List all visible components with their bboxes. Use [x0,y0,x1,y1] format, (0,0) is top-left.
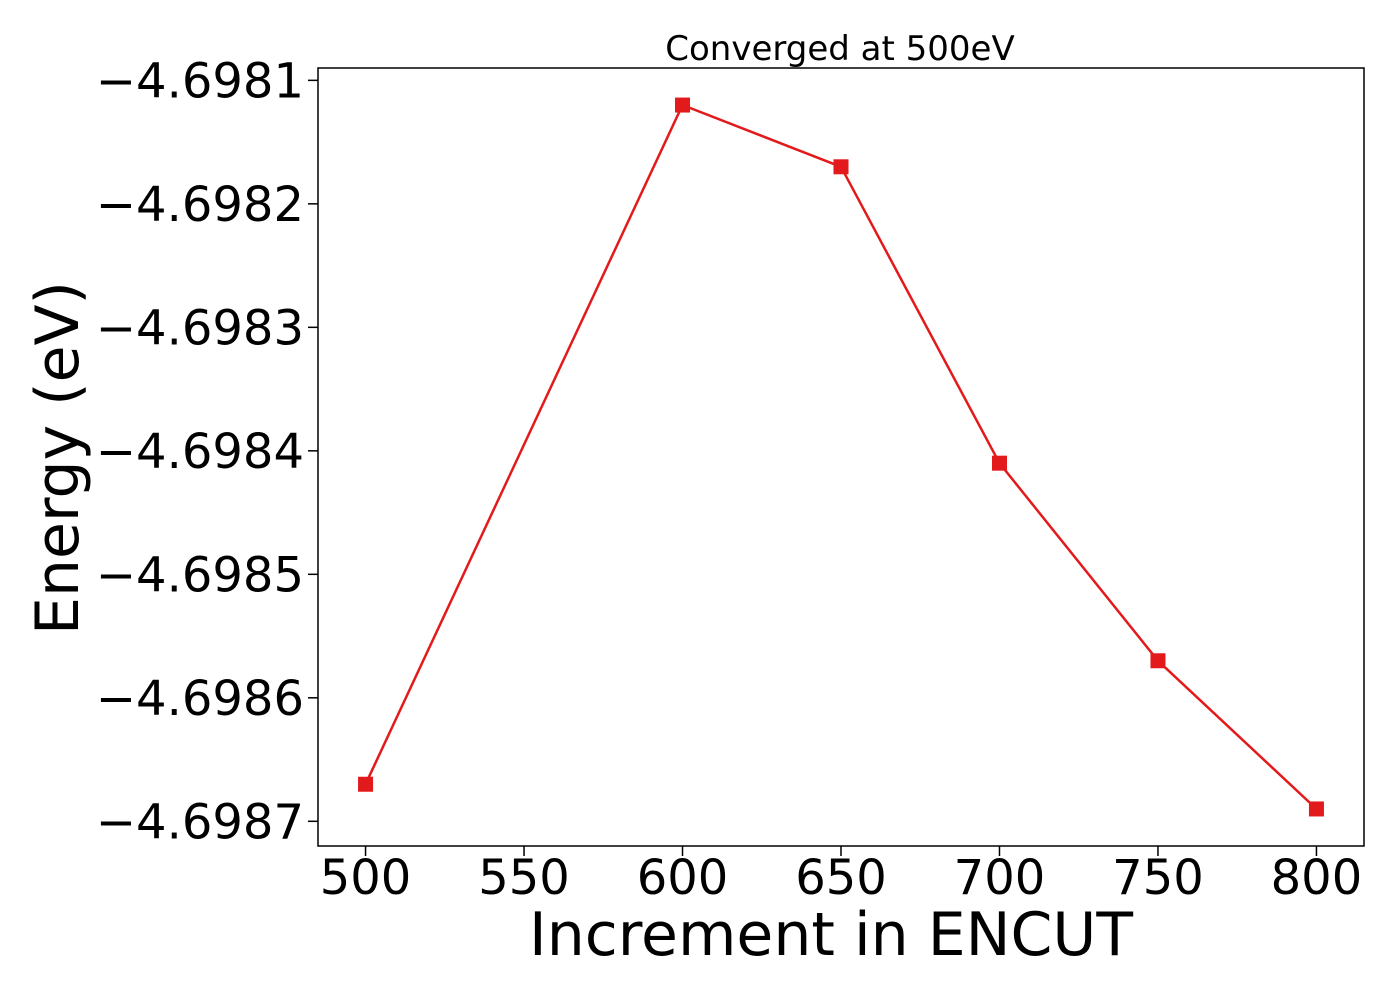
y-tick-label: −4.6983 [96,300,304,356]
x-axis: 500 550 600 650 700 750 800 [320,846,1363,906]
x-tick-label: 600 [637,850,729,906]
y-tick-label: −4.6985 [96,547,304,603]
y-axis: −4.6981 −4.6982 −4.6983 −4.6984 −4.6985 −4.69… [96,53,318,850]
data-point [358,776,374,792]
chart-title: Converged at 500eV [665,29,1014,69]
x-axis-label: Increment in ENCUT [529,900,1133,970]
y-axis-label: Energy (eV) [23,281,93,635]
data-point [1308,801,1324,817]
data-point [991,455,1007,471]
data-point [1150,653,1166,669]
series-layer [358,97,1324,817]
data-point [833,159,849,175]
y-tick-label: −4.6982 [96,177,304,233]
x-tick-label: 550 [478,850,570,906]
y-tick-label: −4.6986 [96,671,304,727]
x-tick-label: 500 [320,850,412,906]
x-tick-label: 800 [1271,850,1363,906]
plot-frame [317,67,1365,847]
x-tick-label: 650 [795,850,887,906]
x-tick-label: 700 [954,850,1046,906]
y-tick-label: −4.6987 [96,794,304,850]
data-point [675,97,691,113]
series-line [364,103,1318,810]
x-tick-label: 750 [1112,850,1204,906]
y-tick-label: −4.6984 [96,424,304,480]
y-tick-label: −4.6981 [96,53,304,109]
